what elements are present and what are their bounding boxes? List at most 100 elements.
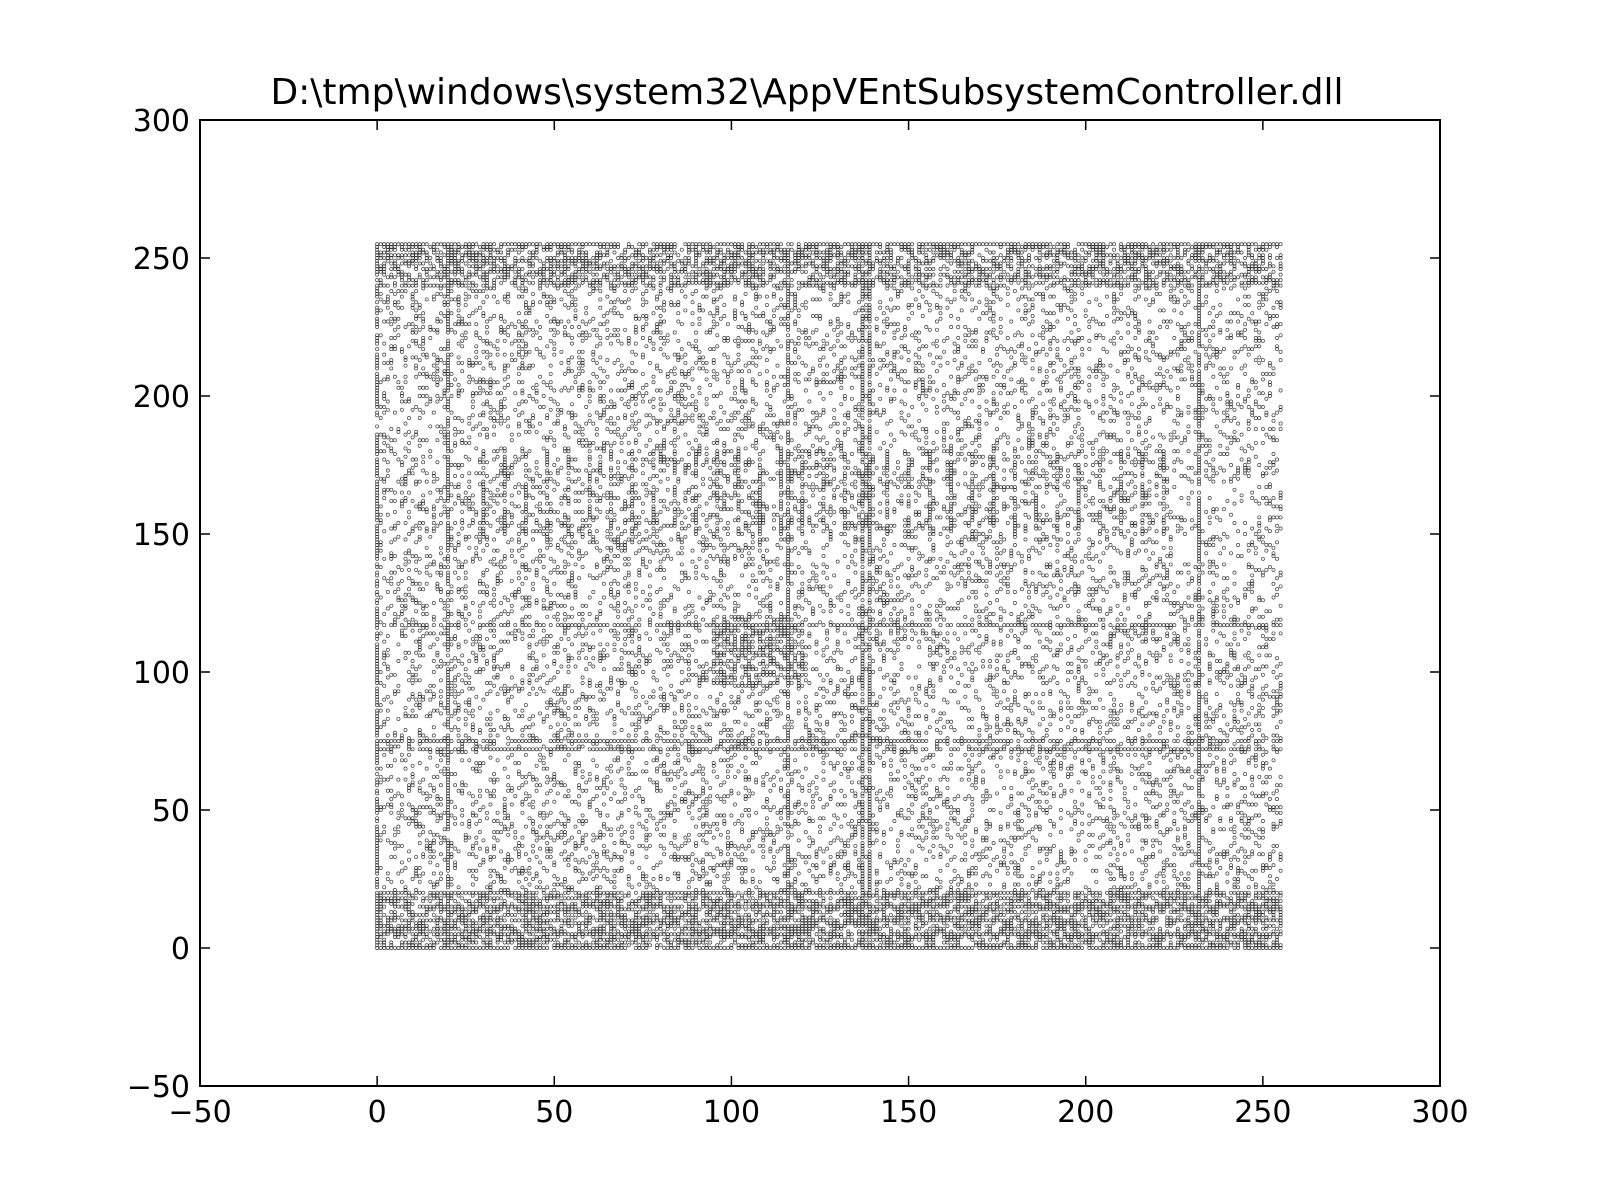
scatter-point <box>839 667 844 672</box>
scatter-point <box>959 402 964 407</box>
scatter-point <box>1094 578 1099 583</box>
scatter-point <box>1236 719 1241 724</box>
scatter-point <box>814 899 819 904</box>
scatter-point <box>743 722 748 727</box>
scatter-point <box>1190 774 1194 779</box>
scatter-point <box>1154 573 1159 578</box>
scatter-point <box>378 278 383 283</box>
scatter-point <box>616 540 621 545</box>
scatter-point <box>849 871 854 876</box>
scatter-point <box>378 631 383 636</box>
scatter-point <box>378 565 383 570</box>
scatter-point <box>492 380 497 385</box>
scatter-point <box>1019 264 1024 269</box>
scatter-point <box>456 612 461 616</box>
scatter-point <box>803 363 808 368</box>
scatter-point <box>839 344 844 349</box>
scatter-point <box>793 877 798 881</box>
scatter-point <box>963 631 968 636</box>
scatter-point <box>470 794 475 799</box>
scatter-point <box>977 427 982 432</box>
scatter-point <box>881 264 886 269</box>
scatter-point <box>1030 769 1035 774</box>
scatter-point <box>474 534 479 539</box>
scatter-point <box>492 598 497 603</box>
scatter-point <box>1271 418 1276 423</box>
scatter-point <box>1179 496 1184 501</box>
scatter-point <box>842 355 847 360</box>
scatter-point <box>1119 399 1124 404</box>
scatter-point <box>832 457 837 462</box>
scatter-point <box>846 427 851 432</box>
scatter-point <box>1037 827 1042 832</box>
scatter-point <box>1090 496 1095 501</box>
scatter-point <box>637 573 642 578</box>
scatter-point <box>708 590 713 594</box>
scatter-point <box>403 479 408 484</box>
scatter-point <box>934 388 939 393</box>
scatter-point <box>435 664 440 669</box>
scatter-point <box>903 534 907 539</box>
scatter-point <box>1250 242 1255 247</box>
scatter-point <box>1133 371 1138 376</box>
scatter-point <box>942 766 946 771</box>
scatter-point <box>1253 498 1258 503</box>
scatter-point <box>910 810 915 815</box>
scatter-point <box>853 692 858 697</box>
scatter-point <box>612 852 617 857</box>
scatter-point <box>1016 824 1021 829</box>
scatter-point <box>467 294 472 299</box>
scatter-point <box>1083 250 1088 255</box>
scatter-point <box>857 733 861 738</box>
scatter-point <box>647 694 652 699</box>
scatter-point <box>399 490 404 495</box>
scatter-point <box>647 592 652 597</box>
scatter-point <box>793 322 798 327</box>
scatter-point <box>1243 371 1248 376</box>
scatter-point <box>662 739 667 743</box>
scatter-point <box>917 570 922 575</box>
scatter-point <box>1030 752 1035 757</box>
scatter-point <box>796 509 801 514</box>
scatter-point <box>991 498 996 503</box>
scatter-point <box>1275 725 1279 730</box>
scatter-point <box>548 294 553 299</box>
scatter-point <box>392 261 397 266</box>
scatter-point <box>1016 308 1021 313</box>
scatter-point <box>1186 642 1191 647</box>
scatter-point <box>736 336 741 340</box>
scatter-point <box>1264 692 1269 697</box>
scatter-point <box>1190 752 1194 757</box>
scatter-point <box>431 327 436 332</box>
scatter-point <box>814 728 819 732</box>
scatter-point <box>1207 496 1212 501</box>
scatter-point <box>407 620 411 625</box>
scatter-point <box>1034 758 1039 763</box>
scatter-point <box>1275 300 1279 305</box>
scatter-point <box>736 427 741 432</box>
scatter-point <box>570 747 574 752</box>
scatter-point <box>1080 347 1085 352</box>
scatter-point <box>1275 438 1279 443</box>
scatter-point <box>626 943 631 948</box>
scatter-point <box>438 852 443 857</box>
scatter-point <box>1041 675 1046 680</box>
scatter-point <box>1236 438 1241 443</box>
scatter-point <box>594 545 599 550</box>
scatter-point <box>690 413 695 418</box>
scatter-point <box>881 830 886 835</box>
scatter-point <box>690 418 695 423</box>
scatter-point <box>633 438 638 443</box>
scatter-point <box>1246 352 1251 357</box>
scatter-point <box>1044 518 1049 523</box>
scatter-point <box>849 559 854 564</box>
scatter-point <box>598 416 603 421</box>
scatter-point <box>655 429 659 434</box>
scatter-point <box>499 421 504 426</box>
scatter-point <box>771 438 776 443</box>
scatter-point <box>410 664 415 669</box>
scatter-point <box>725 866 730 870</box>
scatter-point <box>966 725 971 730</box>
scatter-point <box>1154 482 1159 487</box>
scatter-point <box>460 689 465 694</box>
